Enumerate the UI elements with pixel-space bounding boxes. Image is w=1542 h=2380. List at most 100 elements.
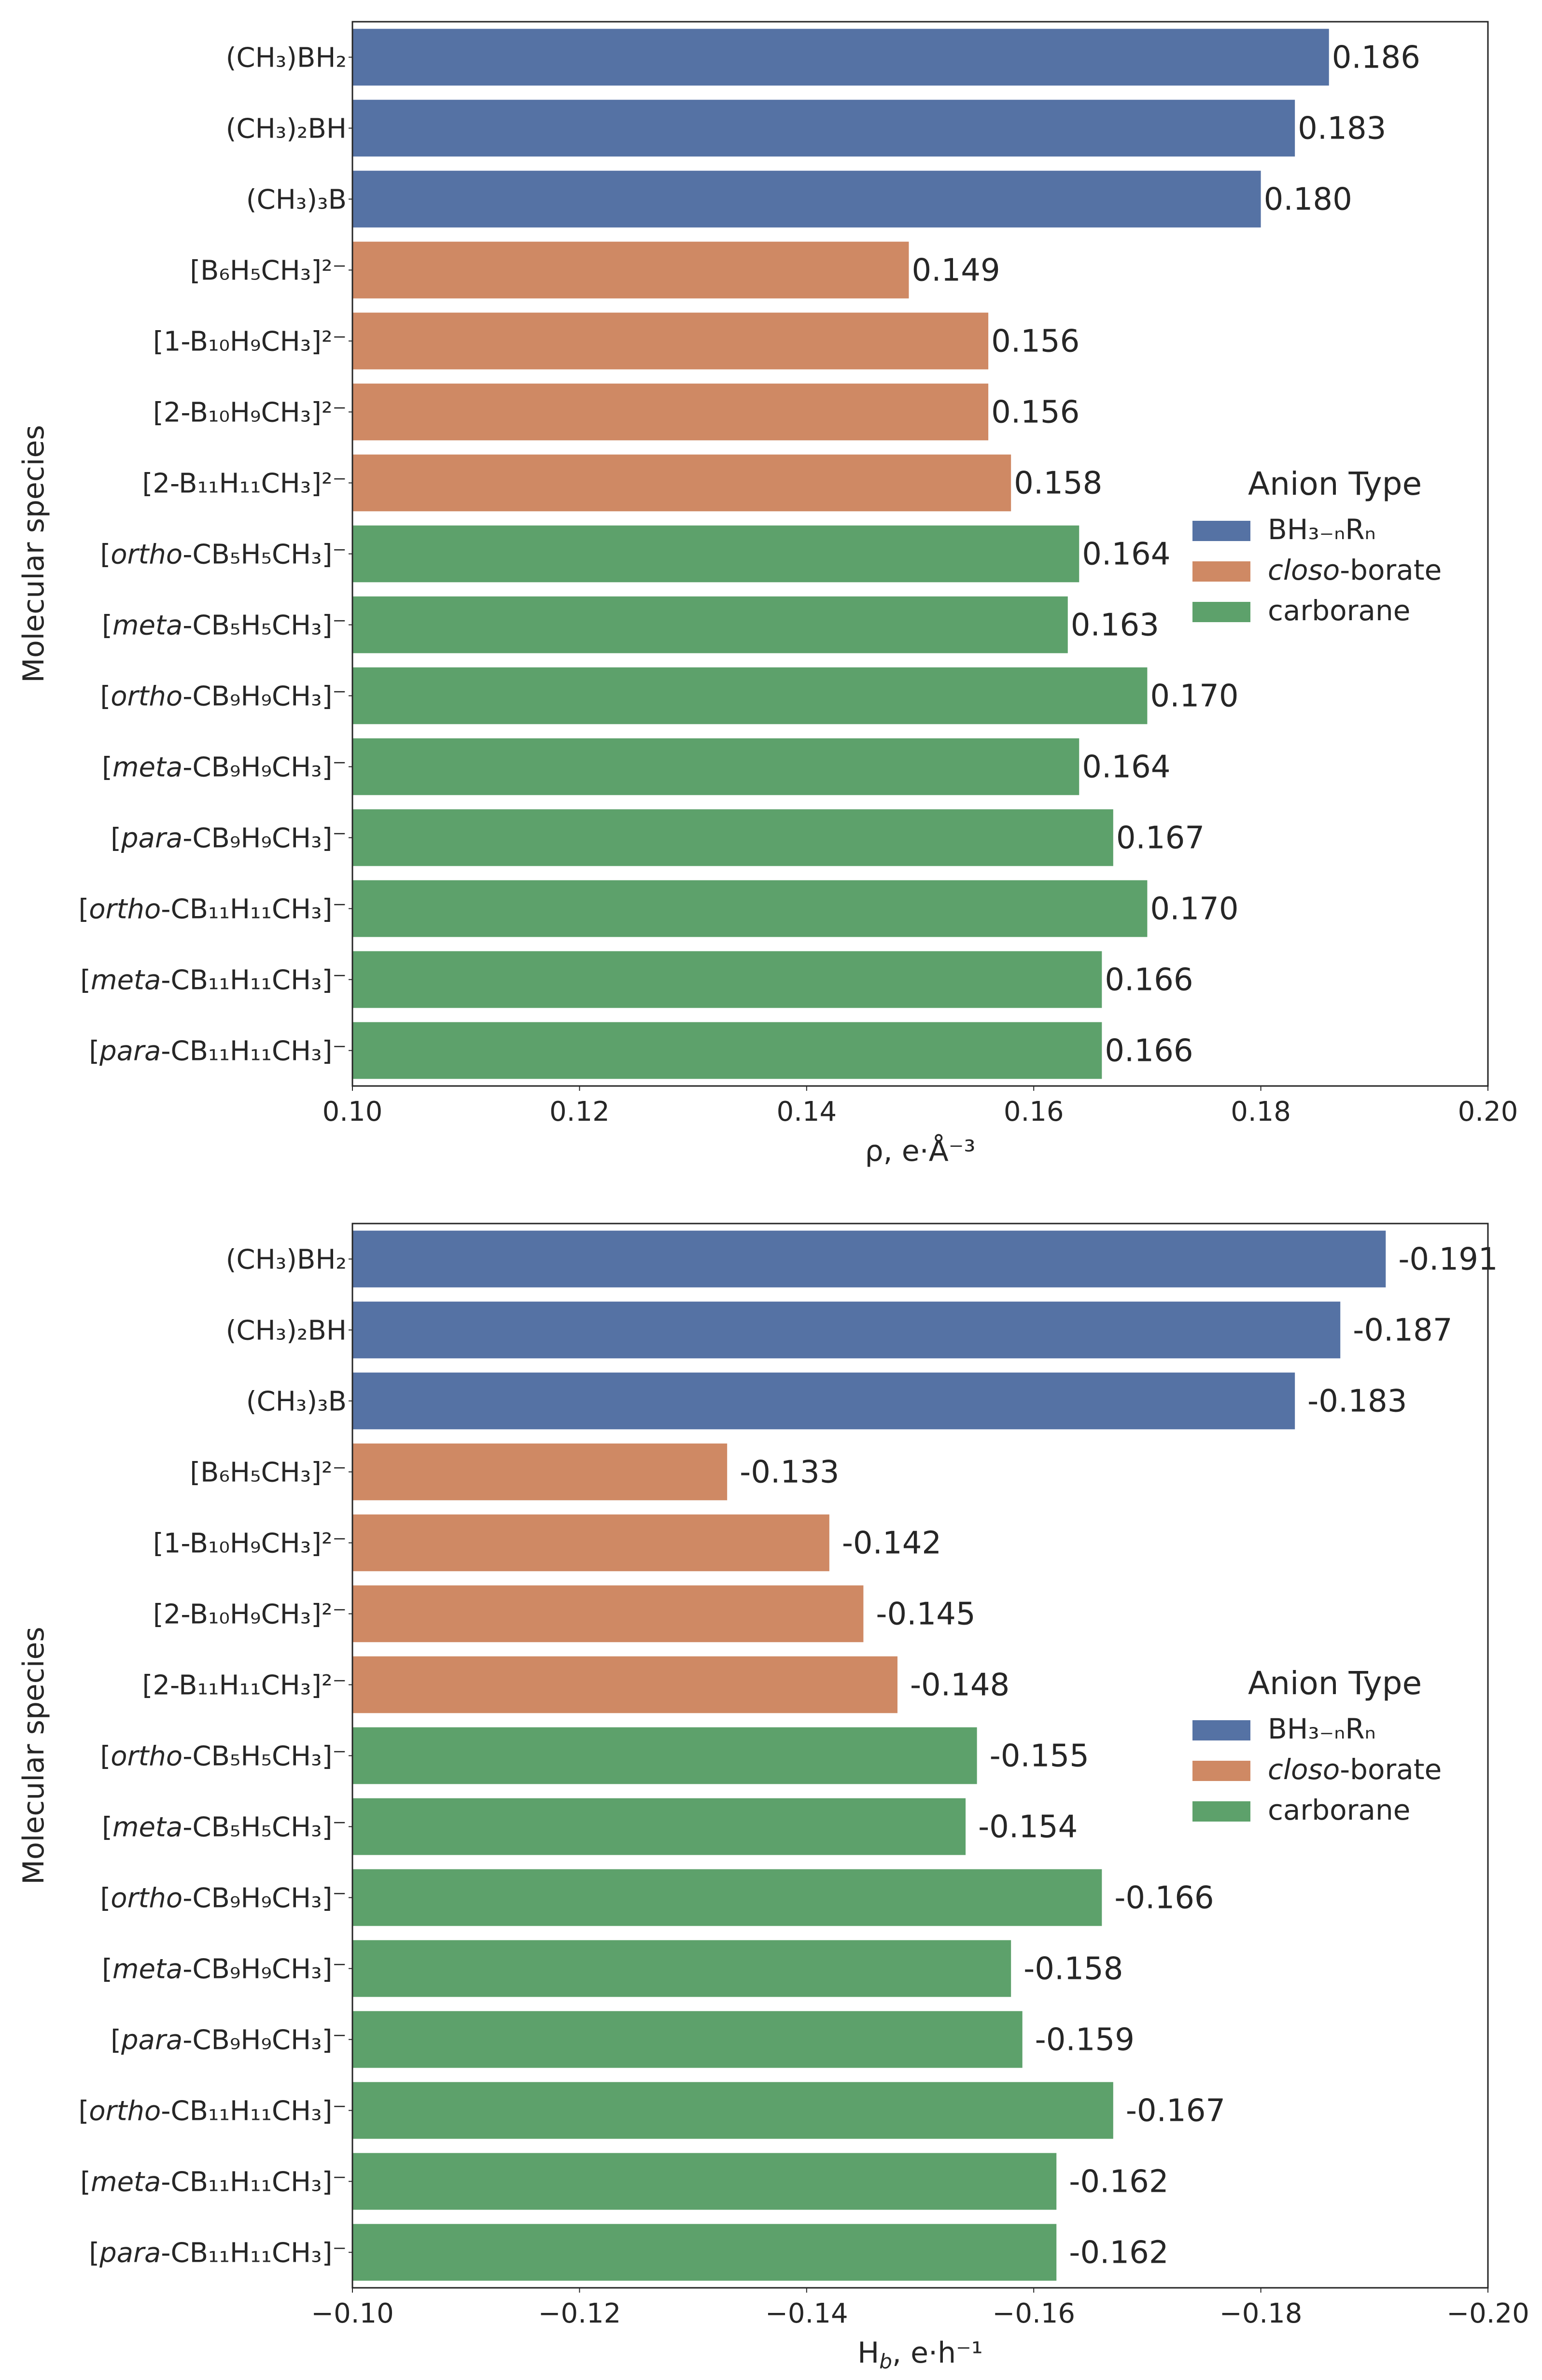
category-label: [meta-CB₁₁H₁₁CH₃]⁻	[80, 2167, 347, 2198]
value-label: -0.148	[910, 1668, 1009, 1703]
bar	[352, 2153, 1057, 2210]
category-label: (CH₃)₂BH	[226, 113, 347, 145]
plot-frame	[351, 1223, 1489, 2289]
bar	[352, 2224, 1057, 2281]
value-label: 0.183	[1298, 111, 1386, 147]
legend-swatch	[1192, 602, 1250, 622]
chart-energy-density: -0.191 -0.187 -0.183 -0.133 -0.142 -0.145 -0.1…	[17, 1223, 1529, 2373]
value-label: -0.133	[740, 1455, 839, 1490]
bar	[352, 1372, 1295, 1430]
category-label: [ortho-CB₉H₉CH₃]⁻	[100, 1883, 347, 1914]
legend-swatch	[1192, 1761, 1250, 1781]
value-label: 0.164	[1082, 750, 1170, 785]
bar	[352, 383, 989, 441]
bar	[352, 2082, 1113, 2139]
bar	[352, 1230, 1386, 1288]
bar	[352, 454, 1011, 512]
value-label: -0.167	[1126, 2093, 1225, 2129]
legend-swatch	[1192, 1720, 1250, 1740]
x-tick-label: 0.16	[1004, 1096, 1064, 1127]
value-label: -0.162	[1069, 2164, 1168, 2200]
x-tick-label: −0.12	[538, 2298, 621, 2329]
category-label: [ortho-CB₁₁H₁₁CH₃]⁻	[78, 894, 347, 925]
x-axis-label: Hb, e·h⁻¹	[857, 2336, 983, 2373]
value-label: 0.166	[1105, 1033, 1193, 1069]
value-label: -0.191	[1398, 1242, 1498, 1278]
bar	[352, 28, 1329, 86]
category-label: [meta-CB₉H₉CH₃]⁻	[102, 1954, 347, 1985]
legend-swatch	[1192, 521, 1250, 541]
bar	[352, 1869, 1102, 1926]
value-label: 0.186	[1332, 40, 1420, 76]
category-label: (CH₃)BH₂	[226, 1244, 347, 1276]
legend-item: closo-borate	[1268, 554, 1442, 586]
x-axis-label: ρ, e·Å⁻³	[865, 1134, 976, 1168]
x-tick-label: −0.16	[992, 2298, 1075, 2329]
bar	[352, 1727, 977, 1784]
value-label: -0.155	[990, 1739, 1089, 1774]
value-label: 0.158	[1014, 466, 1102, 501]
x-tick-label: 0.12	[549, 1096, 610, 1127]
legend-swatch	[1192, 1801, 1250, 1822]
value-label: -0.158	[1023, 1951, 1123, 1987]
value-label: -0.187	[1353, 1313, 1452, 1349]
category-label: [ortho-CB₅H₅CH₃]⁻	[100, 539, 347, 571]
value-label: -0.162	[1069, 2235, 1168, 2271]
x-tick-label: −0.18	[1220, 2298, 1303, 2329]
category-label: [2-B₁₀H₉CH₃]²⁻	[153, 1599, 347, 1630]
category-label: [2-B₁₀H₉CH₃]²⁻	[153, 397, 347, 429]
value-label: -0.159	[1035, 2022, 1135, 2058]
x-tick-label: 0.10	[322, 1096, 383, 1127]
legend-swatch	[1192, 561, 1250, 582]
category-label: [meta-CB₉H₉CH₃]⁻	[102, 752, 347, 783]
x-tick-label: 0.18	[1231, 1096, 1291, 1127]
legend-title: Anion Type	[1248, 465, 1422, 502]
value-label: 0.170	[1150, 891, 1238, 927]
value-label: 0.156	[991, 324, 1079, 360]
value-label: 0.167	[1116, 821, 1205, 856]
category-label: (CH₃)BH₂	[226, 42, 347, 74]
category-label: (CH₃)₃B	[246, 184, 347, 216]
category-label: [meta-CB₁₁H₁₁CH₃]⁻	[80, 965, 347, 996]
bar	[352, 1798, 966, 1855]
value-label: 0.149	[911, 253, 1000, 289]
value-label: -0.154	[978, 1809, 1078, 1845]
value-label: 0.170	[1150, 679, 1238, 714]
category-label: [ortho-CB₁₁H₁₁CH₃]⁻	[78, 2096, 347, 2127]
category-label: [para-CB₁₁H₁₁CH₃]⁻	[89, 2238, 347, 2269]
x-tick-label: 0.14	[776, 1096, 837, 1127]
legend-item: BH₃₋ₙRₙ	[1268, 513, 1376, 546]
value-label: -0.183	[1307, 1384, 1407, 1420]
bar	[352, 1514, 829, 1572]
bar	[352, 738, 1079, 795]
legend-item: carborane	[1268, 1794, 1410, 1826]
legend-item: closo-borate	[1268, 1753, 1442, 1786]
bar	[352, 312, 989, 370]
x-tick-label: 0.20	[1458, 1096, 1518, 1127]
category-label: [para-CB₉H₉CH₃]⁻	[111, 823, 347, 854]
category-label: [2-B₁₁H₁₁CH₃]²⁻	[142, 468, 347, 500]
chart-density: 0.186 0.183 0.180 0.149 0.156 0.156 0.158 0.164…	[17, 21, 1518, 1168]
category-label: [B₆H₅CH₃]²⁻	[190, 255, 347, 287]
bar	[352, 1022, 1102, 1079]
bar	[352, 2011, 1023, 2068]
bar	[352, 1940, 1011, 1997]
category-label: [ortho-CB₉H₉CH₃]⁻	[100, 681, 347, 712]
bar	[352, 1585, 864, 1642]
category-label: [2-B₁₁H₁₁CH₃]²⁻	[142, 1670, 347, 1701]
category-label: [meta-CB₅H₅CH₃]⁻	[102, 610, 347, 641]
bar	[352, 1656, 897, 1713]
category-label: [ortho-CB₅H₅CH₃]⁻	[100, 1741, 347, 1772]
bar	[352, 596, 1068, 654]
category-label: (CH₃)₃B	[246, 1386, 347, 1418]
bar	[352, 99, 1295, 157]
legend-title: Anion Type	[1248, 1665, 1422, 1702]
category-label: [B₆H₅CH₃]²⁻	[190, 1457, 347, 1489]
x-tick-label: −0.14	[765, 2298, 848, 2329]
category-label: [para-CB₁₁H₁₁CH₃]⁻	[89, 1036, 347, 1067]
bar	[352, 1443, 728, 1501]
legend-item: BH₃₋ₙRₙ	[1268, 1712, 1376, 1745]
value-label: -0.145	[876, 1597, 975, 1632]
bar	[352, 525, 1079, 583]
value-label: 0.180	[1264, 182, 1352, 218]
